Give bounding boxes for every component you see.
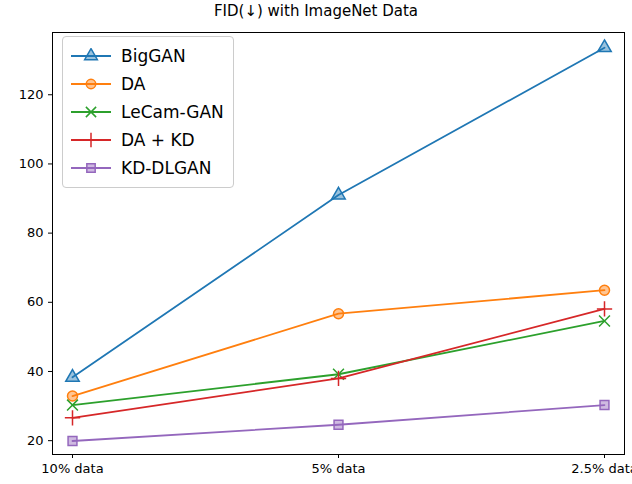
svg-text:20: 20 (27, 433, 44, 448)
html-text:DA: DA (121, 74, 146, 94)
html-text:BigGAN: BigGAN (121, 46, 186, 66)
svg-text:100: 100 (19, 156, 44, 171)
html-text:KD-DLGAN: KD-DLGAN (121, 158, 212, 178)
html-text:FID(↓) with ImageNet Data: FID(↓) with ImageNet Data (213, 2, 419, 20)
svg-text:40: 40 (27, 364, 44, 379)
svg-text:5% data: 5% data (311, 461, 365, 476)
svg-text:2.5% data: 2.5% data (571, 461, 632, 476)
svg-text:80: 80 (27, 225, 44, 240)
svg-text:10% data: 10% data (41, 461, 103, 476)
html-text:LeCam-GAN: LeCam-GAN (121, 102, 224, 122)
svg-text:120: 120 (19, 87, 44, 102)
html-text:DA + KD: DA + KD (121, 130, 195, 150)
svg-text:60: 60 (27, 294, 44, 309)
